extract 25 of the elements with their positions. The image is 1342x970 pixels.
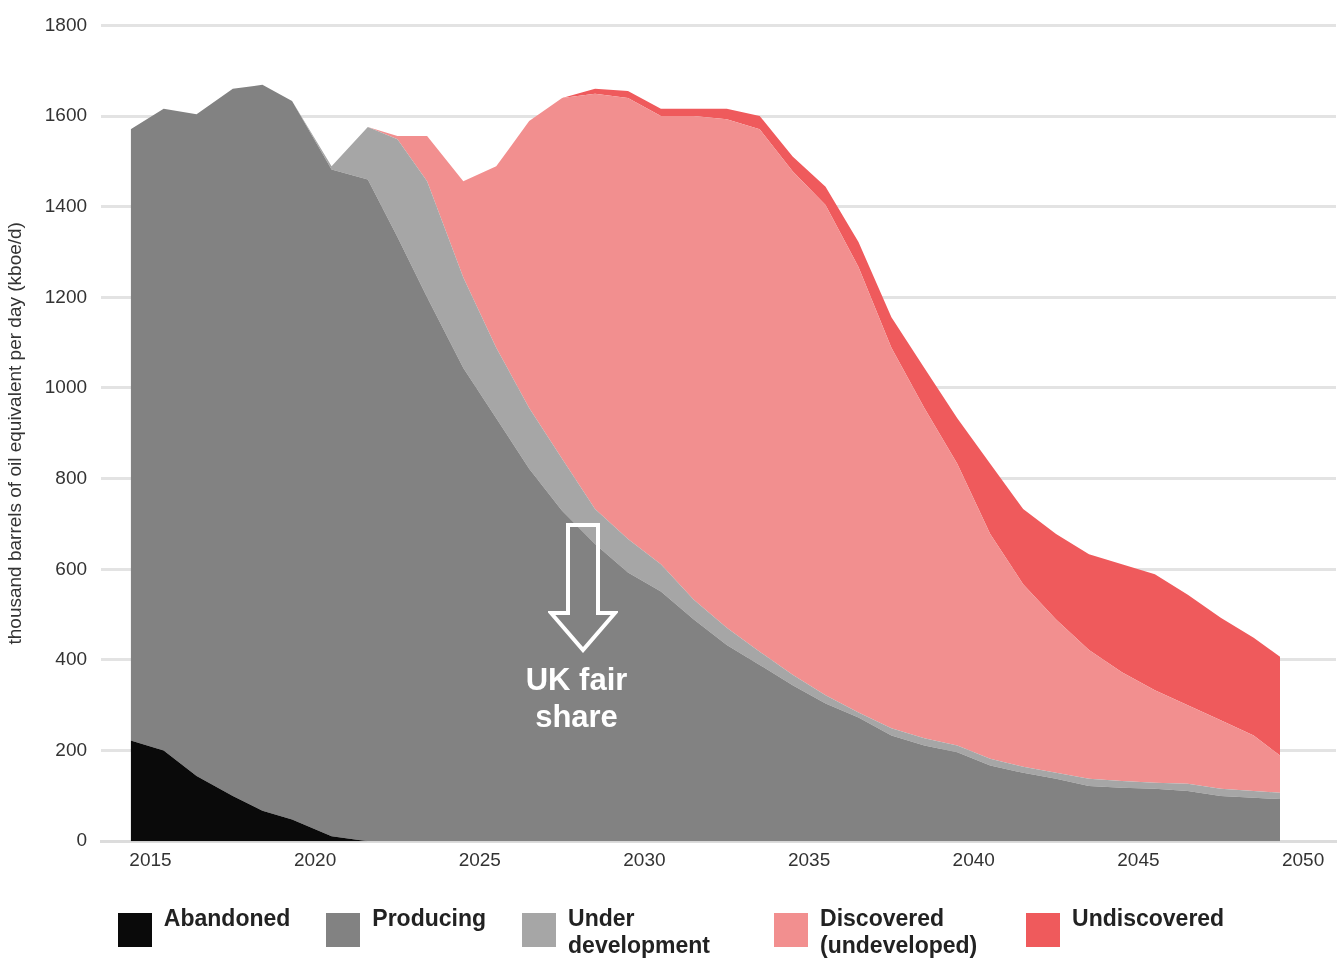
y-tick-label: 1200: [44, 285, 88, 307]
legend-label: Discovered (undeveloped): [820, 905, 979, 959]
y-tick-label: 1800: [44, 13, 88, 35]
x-tick-label: 2030: [623, 848, 666, 870]
y-tick-label: 400: [55, 648, 88, 670]
legend-label: Under development: [568, 905, 711, 959]
y-tick-label: 800: [55, 466, 88, 488]
y-tick-label: 1000: [44, 376, 88, 398]
legend-label: Abandoned: [163, 905, 291, 932]
y-tick-label: 0: [76, 829, 88, 851]
legend-label: Undiscovered: [1072, 905, 1225, 932]
x-tick-label: 2015: [129, 848, 172, 870]
y-axis-title: thousand barrels of oil equivalent per day (kboe/d): [3, 222, 25, 645]
annotation: UK fair share: [524, 661, 629, 736]
x-tick-label: 2025: [458, 848, 501, 870]
x-tick-label: 2045: [1117, 848, 1160, 870]
x-tick-label: 2035: [787, 848, 831, 870]
y-tick-label: 200: [55, 738, 88, 760]
x-tick-label: 2040: [952, 848, 995, 870]
x-tick-label: 2020: [293, 848, 337, 870]
y-tick-label: 1400: [44, 194, 88, 216]
legend-label: Producing: [372, 905, 487, 932]
x-tick-label: 2050: [1281, 848, 1325, 870]
y-tick-label: 1600: [44, 104, 88, 126]
y-tick-label: 600: [55, 557, 88, 579]
